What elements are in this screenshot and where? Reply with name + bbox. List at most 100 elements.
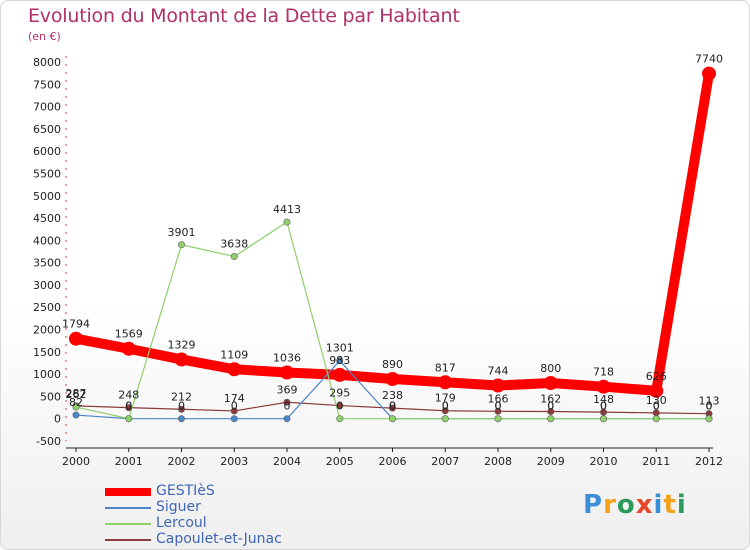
data-point xyxy=(441,407,449,415)
data-label: 0 xyxy=(125,400,132,413)
data-point xyxy=(174,352,189,367)
data-label: 0 xyxy=(600,400,607,413)
x-tick-label: 2009 xyxy=(537,455,565,468)
data-label: 0 xyxy=(336,400,343,413)
data-label: 166 xyxy=(488,392,509,405)
x-tick-label: 2006 xyxy=(379,455,407,468)
data-point xyxy=(388,415,396,423)
data-label: 718 xyxy=(593,366,614,379)
data-point xyxy=(494,415,502,423)
data-point xyxy=(121,341,136,356)
data-point xyxy=(280,365,294,380)
data-point xyxy=(336,357,344,365)
data-label: 1036 xyxy=(273,352,301,365)
y-tick-label: 3500 xyxy=(33,257,61,270)
data-label: 262 xyxy=(66,388,87,401)
legend-swatch xyxy=(105,488,151,496)
data-point xyxy=(230,407,238,415)
data-point xyxy=(543,376,558,391)
data-point xyxy=(125,404,133,412)
data-label: 0 xyxy=(653,400,660,413)
data-label: 4413 xyxy=(273,203,301,216)
data-point xyxy=(441,415,449,423)
data-label: 7740 xyxy=(695,53,723,66)
data-point xyxy=(599,415,607,423)
data-label: 0 xyxy=(389,400,396,413)
data-label: 0 xyxy=(284,400,291,413)
y-tick-label: 7500 xyxy=(33,78,61,91)
data-label: 0 xyxy=(706,400,713,413)
data-label: 130 xyxy=(646,394,667,407)
data-point xyxy=(649,383,664,398)
data-label: 0 xyxy=(495,400,502,413)
data-label: 0 xyxy=(442,400,449,413)
y-tick-label: 5500 xyxy=(33,167,61,180)
data-label: 0 xyxy=(389,400,396,413)
legend-label: GESTIèS xyxy=(156,483,215,499)
data-label: 1569 xyxy=(115,328,143,341)
data-label: 113 xyxy=(699,395,720,408)
data-label: 148 xyxy=(593,393,614,406)
y-tick-label: 4000 xyxy=(33,234,61,247)
data-label: 3901 xyxy=(168,226,196,239)
y-tick-label: 7000 xyxy=(33,101,61,114)
data-label: 626 xyxy=(646,370,667,383)
data-label: 295 xyxy=(329,387,350,400)
data-label: 0 xyxy=(547,400,554,413)
data-label: 983 xyxy=(329,354,350,367)
data-point xyxy=(69,331,83,346)
data-label: 82 xyxy=(69,396,83,409)
data-point xyxy=(702,66,716,81)
x-tick-label: 2010 xyxy=(590,455,618,468)
x-tick-label: 2001 xyxy=(115,455,143,468)
data-point xyxy=(227,362,242,377)
data-point xyxy=(388,404,396,412)
data-point xyxy=(547,407,555,415)
data-point xyxy=(230,415,238,423)
legend-swatch xyxy=(105,523,151,525)
data-point xyxy=(494,407,502,415)
data-point xyxy=(125,415,133,423)
y-tick-label: 1500 xyxy=(33,346,61,359)
data-label: 0 xyxy=(495,400,502,413)
data-label: 0 xyxy=(547,400,554,413)
x-tick-label: 2011 xyxy=(642,455,670,468)
data-label: 162 xyxy=(540,392,561,405)
data-label: 0 xyxy=(125,400,132,413)
x-tick-label: 2003 xyxy=(220,455,248,468)
data-point xyxy=(652,415,660,423)
data-point xyxy=(385,372,400,387)
data-label: 0 xyxy=(706,400,713,413)
y-tick-label: 4500 xyxy=(33,212,61,225)
y-tick-label: 3000 xyxy=(33,279,61,292)
y-tick-label: 5000 xyxy=(33,190,61,203)
y-tick-label: 8000 xyxy=(33,56,61,69)
data-label: 817 xyxy=(435,361,456,374)
x-tick-label: 2002 xyxy=(168,455,196,468)
data-point xyxy=(178,415,186,423)
data-label: 1794 xyxy=(62,318,90,331)
data-label: 1329 xyxy=(168,338,196,351)
data-label: 890 xyxy=(382,358,403,371)
y-tick-label: 2000 xyxy=(33,324,61,337)
data-label: 0 xyxy=(653,400,660,413)
y-tick-label: 6000 xyxy=(33,145,61,158)
data-label: 0 xyxy=(231,400,238,413)
y-tick-label: 6500 xyxy=(33,123,61,136)
legend-label: Siguer xyxy=(156,499,201,515)
data-label: 212 xyxy=(171,390,192,403)
x-tick-label: 2005 xyxy=(326,455,354,468)
data-point xyxy=(705,415,713,423)
legend-label: Capoulet-et-Junac xyxy=(156,531,282,547)
x-tick-label: 2004 xyxy=(273,455,301,468)
y-tick-label: -500 xyxy=(36,435,61,448)
data-label: 174 xyxy=(224,392,245,405)
legend-label: Lercoul xyxy=(156,515,207,531)
data-label: 0 xyxy=(600,400,607,413)
data-label: 369 xyxy=(277,383,298,396)
data-point xyxy=(72,411,80,419)
legend-swatch xyxy=(105,539,151,541)
data-point xyxy=(547,415,555,423)
